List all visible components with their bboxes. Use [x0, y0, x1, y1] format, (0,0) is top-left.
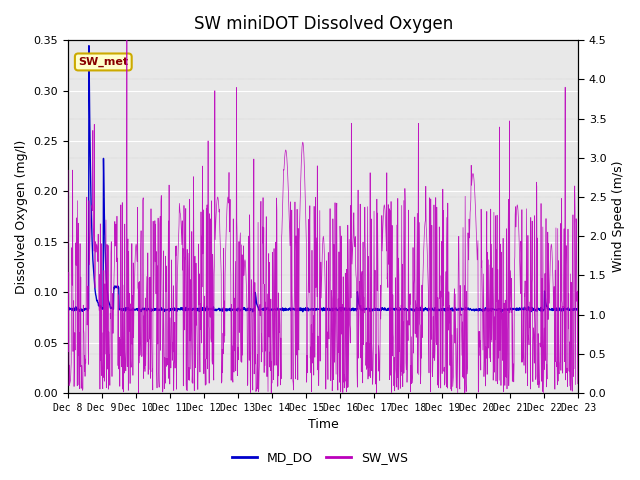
X-axis label: Time: Time [308, 419, 339, 432]
Text: SW_met: SW_met [78, 57, 129, 67]
Legend: MD_DO, SW_WS: MD_DO, SW_WS [227, 446, 413, 469]
Title: SW miniDOT Dissolved Oxygen: SW miniDOT Dissolved Oxygen [193, 15, 452, 33]
Y-axis label: Dissolved Oxygen (mg/l): Dissolved Oxygen (mg/l) [15, 140, 28, 294]
Y-axis label: Wind Speed (m/s): Wind Speed (m/s) [612, 161, 625, 272]
